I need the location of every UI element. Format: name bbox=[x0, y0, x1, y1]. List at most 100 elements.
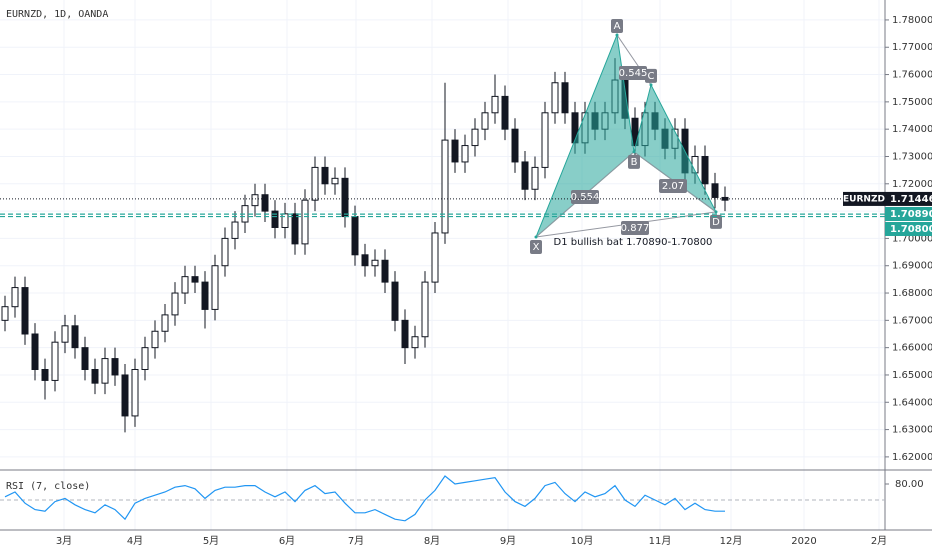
y-tick-label: 1.64000 bbox=[892, 397, 932, 408]
candle-body bbox=[101, 358, 109, 384]
x-tick-label: 8月 bbox=[424, 535, 440, 547]
candle-body bbox=[501, 95, 509, 130]
candle-body bbox=[391, 281, 399, 321]
pattern-point-badge bbox=[645, 68, 657, 83]
candle-body bbox=[231, 221, 239, 239]
y-tick-label: 1.62000 bbox=[892, 452, 932, 463]
candle-body bbox=[361, 254, 369, 267]
candle-body bbox=[371, 259, 379, 267]
ratio-label: 0.877 bbox=[621, 223, 650, 234]
candle-body bbox=[401, 319, 409, 349]
symbol-badge bbox=[843, 191, 885, 206]
x-tick-label: 12月 bbox=[720, 535, 743, 547]
candle-body bbox=[441, 139, 449, 234]
candle-body bbox=[631, 117, 639, 147]
candle-body bbox=[411, 336, 419, 349]
ratio-label: 2.07 bbox=[662, 181, 684, 192]
candle-body bbox=[341, 177, 349, 218]
pattern-point-badge bbox=[530, 240, 542, 255]
candle-body bbox=[151, 330, 159, 349]
candle-body bbox=[541, 112, 549, 168]
candle-body bbox=[481, 112, 489, 130]
candle-body bbox=[701, 155, 709, 185]
pattern-point-badge bbox=[628, 154, 640, 169]
x-tick-label: 9月 bbox=[500, 535, 516, 547]
candle-body bbox=[331, 177, 339, 185]
level-badge bbox=[885, 207, 932, 221]
pattern-point-label: C bbox=[648, 71, 655, 82]
x-tick-label: 6月 bbox=[279, 535, 295, 547]
candle-body bbox=[21, 287, 29, 335]
pattern-point-badge bbox=[611, 18, 623, 33]
candle-body bbox=[181, 276, 189, 294]
x-tick-label: 5月 bbox=[203, 535, 219, 547]
candle-body bbox=[551, 82, 559, 114]
pattern-point bbox=[534, 235, 538, 239]
symbol-label: EURNZD bbox=[843, 194, 885, 204]
y-tick-label: 1.76000 bbox=[892, 70, 932, 81]
candle-body bbox=[221, 237, 229, 267]
rsi-title: RSI (7, close) bbox=[6, 481, 90, 492]
rsi-line bbox=[4, 475, 725, 522]
candle-body bbox=[131, 369, 139, 417]
y-tick-label: 1.75000 bbox=[892, 97, 932, 108]
candle-body bbox=[281, 213, 289, 228]
y-tick-label: 1.78000 bbox=[892, 15, 932, 26]
level-badge bbox=[885, 222, 932, 236]
candle-body bbox=[91, 369, 99, 384]
ratio-badge bbox=[571, 190, 599, 204]
pattern-point-badge bbox=[710, 214, 722, 229]
candle-body bbox=[251, 194, 259, 207]
pattern-point-label: X bbox=[533, 242, 540, 253]
candle-body bbox=[41, 369, 49, 381]
y-tick-label: 1.69000 bbox=[892, 261, 932, 272]
candle-body bbox=[421, 281, 429, 338]
last-price-badge bbox=[885, 191, 932, 206]
candle-body bbox=[81, 347, 89, 371]
y-tick-label: 1.70000 bbox=[892, 233, 932, 244]
y-tick-label: 1.68000 bbox=[892, 288, 932, 299]
candle-body bbox=[191, 276, 199, 283]
candle-body bbox=[61, 325, 69, 343]
candle-body bbox=[141, 347, 149, 371]
candle-body bbox=[471, 128, 479, 147]
x-tick-label: 7月 bbox=[348, 535, 364, 547]
ratio-label: 0.554 bbox=[571, 192, 600, 203]
candle-body bbox=[531, 166, 539, 190]
candle-body bbox=[461, 145, 469, 163]
pattern-point-label: B bbox=[631, 157, 638, 168]
candle-body bbox=[171, 292, 179, 316]
candle-body bbox=[161, 314, 169, 332]
candle-body bbox=[431, 232, 439, 283]
candle-body bbox=[11, 287, 19, 308]
level-label: 1.70800 bbox=[890, 224, 932, 235]
level-label: 1.70890 bbox=[890, 209, 932, 220]
pattern-point bbox=[714, 210, 718, 214]
ratio-badge bbox=[619, 66, 647, 80]
pattern-description: D1 bullish bat 1.70890-1.70800 bbox=[554, 237, 713, 248]
candle-body bbox=[111, 358, 119, 376]
x-tick-label: 11月 bbox=[649, 535, 672, 547]
pattern-point bbox=[649, 83, 653, 87]
ratio-badge bbox=[659, 179, 687, 193]
candle-body bbox=[51, 341, 59, 381]
y-tick-label: 1.74000 bbox=[892, 124, 932, 135]
candle-body bbox=[31, 333, 39, 371]
candle-body bbox=[721, 196, 729, 201]
candle-body bbox=[211, 265, 219, 310]
candle-body bbox=[511, 128, 519, 163]
candle-body bbox=[381, 259, 389, 283]
y-tick-label: 1.63000 bbox=[892, 425, 932, 436]
symbol-info: EURNZD, 1D, OANDA bbox=[6, 9, 108, 20]
pattern-point-label: D bbox=[712, 217, 720, 228]
y-tick-label: 1.73000 bbox=[892, 151, 932, 162]
y-tick-label: 1.67000 bbox=[892, 315, 932, 326]
last-price-label: 1.71446 bbox=[890, 194, 932, 205]
candle-body bbox=[321, 166, 329, 185]
candle-body bbox=[291, 213, 299, 245]
x-tick-label: 2020 bbox=[791, 536, 816, 547]
candle-body bbox=[121, 374, 129, 417]
candle-body bbox=[711, 183, 719, 198]
candle-body bbox=[311, 166, 319, 201]
